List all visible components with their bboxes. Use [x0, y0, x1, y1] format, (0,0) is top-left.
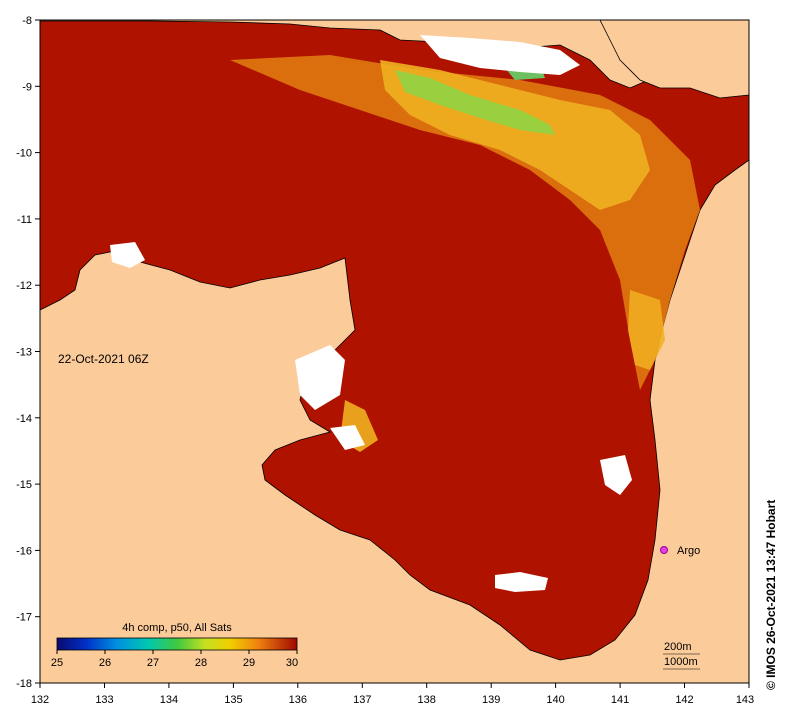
lat-tick-label: -11	[17, 214, 32, 226]
lat-tick-label: -17	[16, 612, 32, 624]
lon-tick-label: 134	[160, 694, 178, 706]
lon-axis: 132 133 134 135 136 137 138 139 140 141 …	[31, 683, 754, 706]
lon-tick-label: 139	[482, 694, 500, 706]
lon-tick-label: 141	[611, 694, 629, 706]
colorbar-tick: 27	[147, 657, 159, 669]
cloud-west	[110, 242, 145, 268]
timestamp-label: 22-Oct-2021 06Z	[58, 352, 149, 366]
lat-tick-label: -15	[16, 479, 32, 491]
colorbar-gradient	[56, 637, 298, 651]
lat-tick-label: -9	[22, 81, 32, 93]
colorbar-title: 4h comp, p50, All Sats	[122, 622, 232, 634]
cloud-south	[495, 572, 548, 592]
colorbar-tick: 29	[243, 657, 255, 669]
cloud-north	[420, 35, 580, 75]
colorbar-tick: 28	[195, 657, 207, 669]
contour-legend-1000m: 1000m	[664, 656, 698, 668]
lon-tick-label: 133	[95, 694, 113, 706]
lon-tick-label: 137	[353, 694, 371, 706]
contour-legend: 200m 1000m	[663, 641, 700, 670]
lon-tick-label: 138	[418, 694, 436, 706]
contour-legend-200m: 200m	[664, 641, 692, 653]
lat-tick-label: -16	[16, 545, 32, 557]
cloud-gulf-sw	[330, 425, 365, 450]
cloud-east-1	[600, 455, 632, 495]
cloud-gulf-west	[295, 345, 345, 410]
lon-tick-label: 136	[289, 694, 307, 706]
lon-tick-label: 143	[736, 694, 754, 706]
colorbar-tick: 30	[286, 657, 298, 669]
argo-marker-icon[interactable]	[660, 546, 668, 554]
lat-tick-label: -18	[16, 678, 32, 690]
credit-label: © IMOS 26-Oct-2021 13:47 Hobart	[764, 499, 778, 690]
lat-tick-label: -13	[16, 347, 32, 359]
colorbar-tick: 25	[51, 657, 63, 669]
lon-tick-label: 142	[675, 694, 693, 706]
argo-label: Argo	[677, 545, 700, 557]
sst-mid-east	[628, 290, 665, 370]
lat-tick-label: -14	[16, 413, 32, 425]
lat-tick-label: -12	[16, 280, 32, 292]
lon-tick-label: 135	[224, 694, 242, 706]
lon-tick-label: 140	[546, 694, 564, 706]
sst-cool-north	[395, 70, 555, 135]
colorbar: 4h comp, p50, All Sats 25 26 27 28 29 30	[51, 622, 298, 669]
lat-tick-label: -8	[22, 15, 32, 27]
lat-tick-label: -10	[16, 148, 32, 160]
lat-axis: -8 -9 -10 -11 -12 -13 -14 -15 -16 -17 -1…	[16, 15, 40, 690]
lon-tick-label: 132	[31, 694, 49, 706]
colorbar-tick: 26	[99, 657, 111, 669]
